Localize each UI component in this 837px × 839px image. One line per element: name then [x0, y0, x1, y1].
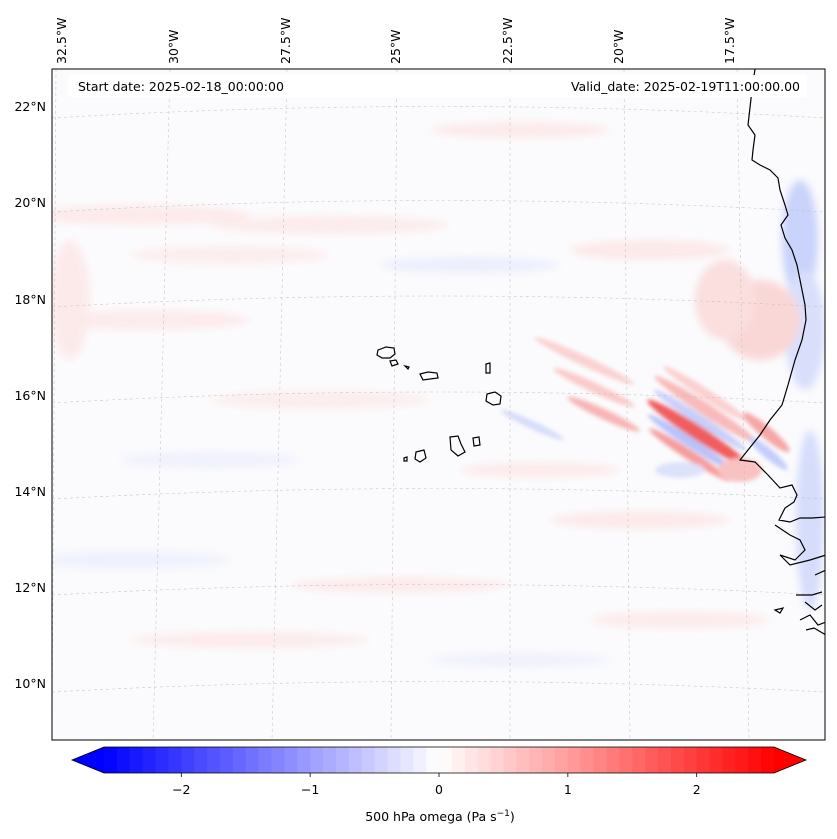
- colorbar-segment: [245, 747, 260, 773]
- colorbar-segment: [464, 747, 479, 773]
- valid-date-label: Valid_date: 2025-02-19T11:00:00.00: [571, 79, 800, 94]
- cape-verde-islands: [376, 346, 502, 463]
- colorbar-tick-label: −1: [301, 782, 319, 797]
- colorbar-segment: [516, 747, 530, 773]
- colorbar-segment: [323, 747, 337, 773]
- colorbar-segment: [567, 747, 582, 773]
- colorbar-segment: [619, 747, 633, 773]
- colorbar-segment: [271, 747, 285, 773]
- colorbar-segment: [387, 747, 401, 773]
- colorbar-segment: [207, 747, 221, 773]
- lat-label: 22°N: [14, 99, 46, 114]
- latitude-labels: 22°N 20°N 18°N 16°N 14°N 12°N 10°N: [14, 99, 46, 691]
- longitude-labels: 32.5°W 30°W 27.5°W 25°W 22.5°W 20°W 17.5…: [54, 18, 737, 64]
- colorbar-segment: [439, 747, 453, 773]
- colorbar-ticks: −2 −1 0 1 2: [172, 773, 701, 797]
- colorbar-tick-label: 1: [564, 782, 572, 797]
- colorbar-segment: [645, 747, 659, 773]
- colorbar-segment: [142, 747, 157, 773]
- colorbar-segment: [400, 747, 414, 773]
- colorbar-segment: [219, 747, 234, 773]
- lat-label: 12°N: [14, 580, 46, 595]
- colorbar-segment: [722, 747, 736, 773]
- lat-label: 14°N: [14, 484, 46, 499]
- colorbar-segment: [155, 747, 170, 773]
- colorbar-tick-label: 0: [435, 782, 443, 797]
- colorbar-segment: [426, 747, 440, 773]
- colorbar-segment: [658, 747, 672, 773]
- lon-label: 30°W: [166, 29, 181, 64]
- colorbar-segment: [632, 747, 646, 773]
- lat-label: 20°N: [14, 195, 46, 210]
- colorbar-segment: [129, 747, 144, 773]
- colorbar-segment: [709, 747, 724, 773]
- lat-label: 18°N: [14, 292, 46, 307]
- lon-label: 32.5°W: [54, 18, 69, 64]
- colorbar-segment: [374, 747, 389, 773]
- colorbar-segment: [542, 747, 556, 773]
- lon-label: 22.5°W: [500, 18, 515, 64]
- colorbar-segment: [258, 747, 273, 773]
- colorbar-tick-label: −2: [172, 782, 190, 797]
- colorbar-segment: [593, 747, 608, 773]
- lon-label: 25°W: [388, 29, 403, 64]
- lon-label: 20°W: [611, 29, 626, 64]
- colorbar-segment: [554, 747, 569, 773]
- colorbar-outline: [70, 746, 808, 774]
- map-panel: Start date: 2025-02-18_00:00:00 Valid_da…: [14, 18, 826, 741]
- colorbar-segment: [451, 747, 466, 773]
- colorbar-segment: [490, 747, 505, 773]
- colorbar-tick-label: 2: [693, 782, 701, 797]
- date-header-bar: [69, 75, 807, 97]
- colorbar-segment: [748, 747, 762, 773]
- colorbar-label: 500 hPa omega (Pa s−1): [365, 809, 515, 824]
- colorbar-segment: [606, 747, 620, 773]
- colorbar-segment: [580, 747, 595, 773]
- lon-label: 27.5°W: [278, 18, 293, 64]
- colorbar-segment: [503, 747, 517, 773]
- colorbar-segment: [194, 747, 208, 773]
- colorbar-segment: [104, 747, 118, 773]
- colorbar-segment: [735, 747, 749, 773]
- colorbar-segment: [348, 747, 363, 773]
- lon-label: 17.5°W: [722, 18, 737, 64]
- colorbar-segment: [116, 747, 131, 773]
- colorbar-segments: [72, 747, 806, 773]
- start-date-label: Start date: 2025-02-18_00:00:00: [78, 79, 284, 94]
- colorbar-segment: [168, 747, 182, 773]
- colorbar: −2 −1 0 1 2 500 hPa omega (Pa s−1): [70, 746, 808, 824]
- colorbar-segment: [529, 747, 543, 773]
- colorbar-extend-high: [774, 747, 806, 773]
- omega-field: [52, 69, 825, 740]
- lat-label: 16°N: [14, 388, 46, 403]
- colorbar-segment: [477, 747, 492, 773]
- colorbar-segment: [284, 747, 298, 773]
- graticule: [52, 69, 825, 740]
- african-coastline: [738, 69, 825, 636]
- colorbar-segment: [297, 747, 311, 773]
- lat-label: 10°N: [14, 676, 46, 691]
- colorbar-segment: [361, 747, 376, 773]
- colorbar-segment: [696, 747, 711, 773]
- colorbar-segment: [232, 747, 247, 773]
- colorbar-segment: [670, 747, 685, 773]
- map-frame: [51, 68, 826, 741]
- colorbar-segment: [413, 747, 427, 773]
- colorbar-segment: [761, 747, 775, 773]
- colorbar-segment: [683, 747, 698, 773]
- colorbar-segment: [335, 747, 350, 773]
- colorbar-segment: [181, 747, 195, 773]
- colorbar-segment: [310, 747, 324, 773]
- colorbar-extend-low: [72, 747, 104, 773]
